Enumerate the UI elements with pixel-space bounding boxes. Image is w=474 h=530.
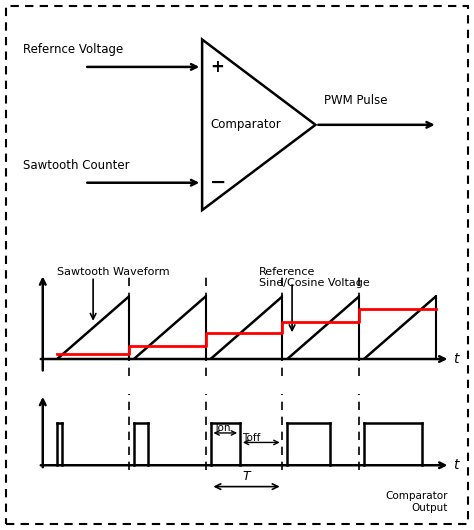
Text: Sawtooth Waveform: Sawtooth Waveform	[57, 267, 170, 277]
Text: Ton: Ton	[213, 423, 230, 433]
Text: Sawtooth Counter: Sawtooth Counter	[23, 159, 130, 172]
Text: Comparator
Output: Comparator Output	[385, 491, 448, 513]
Text: Reference
Sine/Cosine Voltage: Reference Sine/Cosine Voltage	[258, 267, 369, 288]
Text: Comparator: Comparator	[210, 118, 281, 131]
Text: t: t	[453, 458, 458, 472]
Text: PWM Pulse: PWM Pulse	[324, 93, 388, 107]
Text: T: T	[243, 470, 250, 483]
Text: −: −	[210, 173, 227, 192]
Text: Toff: Toff	[242, 432, 261, 443]
Text: +: +	[210, 58, 224, 76]
Text: Refernce Voltage: Refernce Voltage	[23, 43, 124, 56]
Text: t: t	[453, 352, 458, 366]
